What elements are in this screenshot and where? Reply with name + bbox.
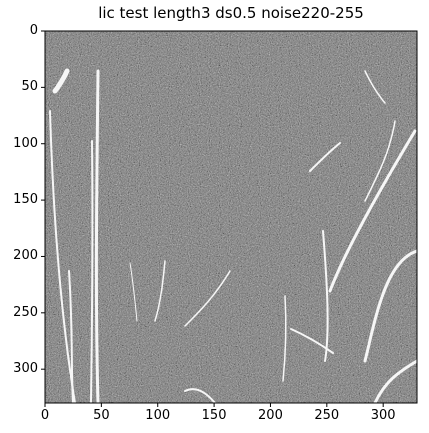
x-tick-label: 100 [138,409,178,423]
x-tick-label: 0 [25,409,65,423]
y-axis-ticks [41,31,45,369]
x-tick-label: 150 [194,409,234,423]
plot-title: lic test length3 ds0.5 noise220-255 [45,4,417,22]
x-tick-label: 50 [81,409,121,423]
y-tick-label: 100 [4,137,38,151]
x-axis-ticks [45,403,383,407]
x-tick-label: 300 [363,409,403,423]
noise-texture [45,31,417,403]
y-tick-label: 200 [4,249,38,263]
x-tick-label: 200 [250,409,290,423]
image-axes [45,31,417,403]
y-tick-label: 150 [4,193,38,207]
y-tick-label: 0 [4,24,38,38]
x-tick-label: 250 [307,409,347,423]
lic-image [45,31,417,403]
y-tick-label: 300 [4,362,38,376]
y-tick-label: 50 [4,80,38,94]
y-tick-label: 250 [4,306,38,320]
